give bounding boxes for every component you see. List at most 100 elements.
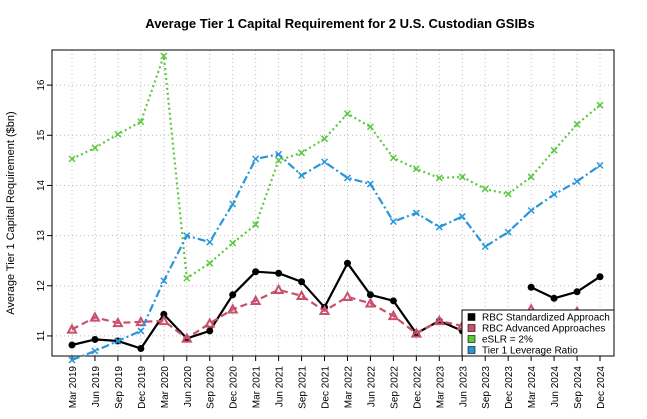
- data-point: [137, 344, 145, 352]
- x-tick-label: Mar 2019: [68, 366, 79, 409]
- x-tick-label: Mar 2021: [252, 366, 263, 409]
- legend-label: eSLR = 2%: [482, 335, 533, 346]
- data-point: [320, 135, 329, 143]
- legend-label: RBC Advanced Approaches: [482, 324, 605, 335]
- x-tick-label: Mar 2023: [435, 366, 446, 409]
- data-point-stroke: [412, 165, 420, 173]
- data-point: [89, 311, 101, 322]
- data-point: [387, 309, 400, 321]
- data-point: [295, 289, 308, 301]
- data-point-stroke: [550, 190, 558, 199]
- data-point: [412, 165, 420, 173]
- data-point: [137, 327, 145, 335]
- legend-swatch: [467, 313, 476, 321]
- series-line: [71, 54, 601, 280]
- x-tick-label: Dec 2023: [504, 366, 515, 409]
- data-point: [573, 177, 581, 185]
- series-line: [530, 275, 601, 300]
- data-point: [596, 273, 604, 281]
- data-point: [364, 297, 377, 308]
- data-point: [183, 274, 191, 282]
- data-point: [275, 156, 283, 164]
- y-tick-label: 16: [36, 79, 47, 91]
- data-point: [114, 337, 122, 345]
- data-point: [504, 190, 512, 198]
- series-line: [71, 262, 463, 350]
- data-point: [320, 158, 329, 166]
- data-point-stroke: [504, 228, 512, 236]
- data-point: [252, 268, 260, 276]
- legend-swatch: [467, 324, 476, 332]
- y-tick-label: 11: [36, 330, 47, 341]
- series-3: [68, 150, 604, 364]
- data-point: [206, 238, 214, 246]
- x-tick-label: Mar 2022: [343, 366, 354, 409]
- x-tick-label: Mar 2024: [527, 366, 538, 409]
- data-point: [252, 155, 260, 163]
- data-point: [573, 288, 581, 296]
- x-tick-label: Dec 2022: [412, 366, 423, 409]
- data-point: [298, 149, 306, 157]
- data-point-stroke: [160, 52, 168, 60]
- series-layer: [66, 52, 606, 364]
- data-point: [573, 120, 581, 128]
- data-point-stroke: [298, 149, 306, 157]
- data-point-stroke: [229, 239, 237, 247]
- legend-label: RBC Standardized Approach: [482, 313, 610, 324]
- data-point: [183, 232, 191, 240]
- data-point: [206, 327, 214, 335]
- legend-box: [461, 309, 615, 357]
- data-point: [389, 154, 397, 162]
- data-point: [481, 185, 489, 193]
- y-tick-label: 15: [36, 129, 47, 141]
- data-point: [229, 291, 237, 299]
- data-point: [181, 332, 193, 343]
- data-point-stroke: [527, 173, 535, 181]
- data-point-stroke: [183, 274, 191, 282]
- x-tick-label: Sep 2019: [114, 366, 125, 409]
- series-2: [68, 52, 604, 282]
- data-point-stroke: [366, 180, 374, 188]
- data-point-stroke: [527, 206, 535, 215]
- data-point-stroke: [114, 130, 122, 138]
- data-point: [366, 291, 374, 299]
- x-tick-label: Dec 2024: [596, 366, 607, 409]
- data-point-stroke: [114, 337, 122, 345]
- data-point: [91, 347, 99, 355]
- data-point: [527, 206, 535, 215]
- legend-swatch: [467, 346, 476, 354]
- data-point-stroke: [596, 101, 604, 109]
- data-point: [596, 161, 604, 169]
- x-tick-label: Sep 2024: [573, 366, 584, 409]
- x-tick-label: Jun 2022: [366, 366, 377, 408]
- data-point-stroke: [343, 110, 352, 118]
- data-point-stroke: [68, 155, 76, 163]
- y-tick-label: 13: [36, 230, 47, 242]
- data-point: [68, 155, 76, 163]
- data-point: [112, 316, 124, 328]
- data-point-stroke: [91, 347, 99, 355]
- x-tick-label: Dec 2021: [321, 366, 332, 409]
- data-point: [412, 209, 420, 217]
- data-point-stroke: [550, 146, 558, 154]
- x-tick-label: Sep 2020: [206, 366, 217, 409]
- y-tick-label: 14: [36, 179, 47, 191]
- data-point: [91, 144, 99, 152]
- data-point-stroke: [504, 190, 512, 198]
- data-point: [252, 221, 260, 229]
- data-point-stroke: [596, 161, 604, 169]
- y-axis-ticks: 11 12 13 14 15 16: [36, 79, 52, 341]
- x-tick-label: Jun 2021: [275, 366, 286, 408]
- x-tick-label: Jun 2020: [183, 366, 194, 408]
- data-point-stroke: [435, 174, 443, 182]
- data-point-stroke: [366, 123, 374, 131]
- data-point-stroke: [435, 223, 443, 231]
- data-point: [504, 228, 512, 236]
- data-point: [343, 110, 352, 118]
- data-point: [550, 294, 558, 302]
- data-point: [435, 223, 443, 231]
- y-tick-label: 12: [36, 280, 47, 292]
- data-point: [160, 52, 168, 60]
